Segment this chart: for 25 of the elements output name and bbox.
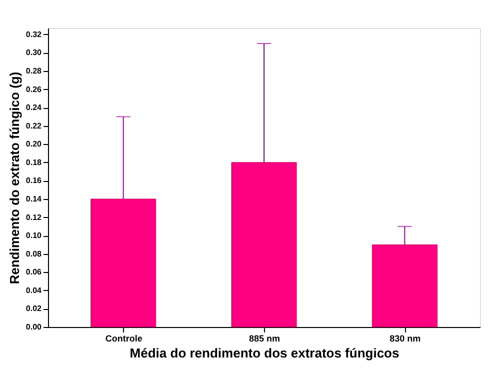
- y-tick-label: 0.30: [26, 48, 42, 58]
- y-tick-label: 0.12: [26, 212, 42, 222]
- y-tick-label: 0.18: [26, 158, 42, 167]
- y-tick-label: 0.10: [26, 231, 42, 240]
- y-tick-label: 0.26: [26, 84, 42, 94]
- bar: [372, 244, 438, 328]
- bar: [90, 198, 156, 328]
- x-tick-label: 830 nm: [390, 334, 421, 344]
- x-tick-label: Controle: [105, 334, 142, 344]
- y-tick-label: 0.08: [26, 249, 42, 258]
- y-tick-label: 0.20: [26, 140, 42, 149]
- bar: [231, 162, 297, 328]
- x-tick-label: 885 nm: [248, 334, 280, 344]
- y-tick-label: 0.28: [26, 66, 42, 76]
- y-tick-label: 0.32: [26, 30, 42, 39]
- x-axis-title: Média do rendimento dos extratos fúngicos: [130, 346, 400, 360]
- y-tick-label: 0.22: [26, 121, 42, 130]
- y-tick-label: 0.00: [26, 322, 42, 332]
- y-tick-label: 0.16: [26, 176, 42, 186]
- y-tick-label: 0.04: [26, 286, 42, 295]
- y-tick-label: 0.06: [26, 268, 42, 277]
- y-axis-title: Rendimento do extrato fúngico (g): [6, 72, 22, 284]
- y-tick-label: 0.24: [26, 103, 42, 112]
- y-tick-label: 0.02: [26, 304, 42, 314]
- y-tick-label: 0.14: [26, 194, 42, 204]
